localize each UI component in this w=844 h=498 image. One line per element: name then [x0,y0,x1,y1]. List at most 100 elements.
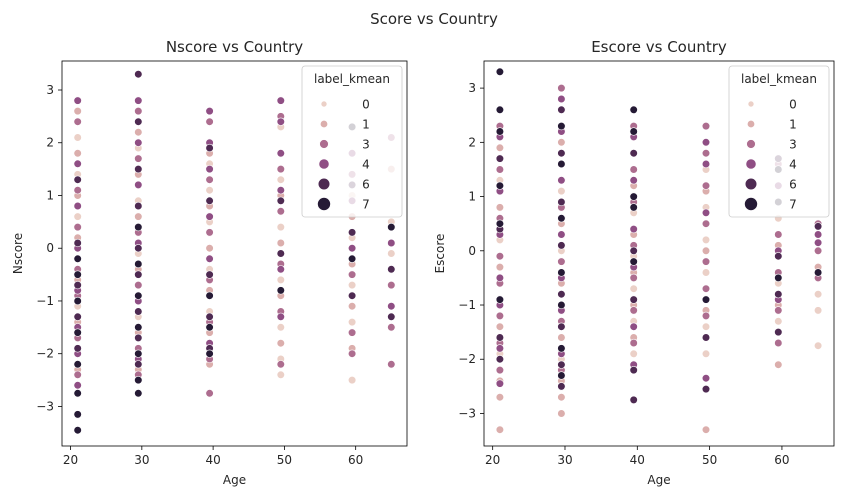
legend-marker [745,158,757,170]
data-point-label-6 [134,165,143,174]
data-point-label-1 [495,425,505,434]
data-point-label-4 [557,176,566,185]
legend-label: 1 [362,118,370,132]
data-point-label-3 [387,360,396,369]
data-point-label-4 [276,312,285,321]
data-point-label-7 [73,270,82,279]
data-point-label-4 [276,265,285,274]
data-point-label-0 [701,268,711,277]
data-point-label-3 [701,181,711,190]
data-point-label-1 [348,302,357,311]
data-point-label-7 [134,323,143,332]
data-point-label-1 [276,339,285,348]
data-point-label-4 [813,238,823,247]
data-point-label-4 [629,225,638,234]
y-tick-label: 0 [468,244,476,258]
legend-label: 7 [362,198,370,212]
data-point-label-6 [774,252,783,261]
data-point-label-7 [495,105,505,114]
data-point-label-1 [134,128,143,137]
data-point-label-0 [701,235,711,244]
data-point-label-4 [205,165,214,174]
x-tick-label: 30 [134,453,149,467]
legend-marker [747,100,755,108]
data-point-label-0 [813,341,823,350]
legend-label: 3 [789,138,797,152]
data-point-label-1 [774,360,783,369]
data-point-label-7 [134,389,143,398]
data-point-label-6 [205,143,214,153]
data-point-label-7 [557,121,566,131]
data-point-label-0 [276,275,285,285]
data-point-label-6 [73,312,82,321]
legend: label_kmean 0 1 3 4 6 7 [301,65,403,218]
data-point-label-7 [73,254,82,263]
data-point-label-3 [348,349,357,358]
data-point-label-6 [557,197,566,207]
x-tick-label: 20 [485,453,500,467]
data-point-label-1 [205,244,214,253]
data-point-label-6 [205,270,214,279]
x-tick-label: 60 [774,453,789,467]
data-point-label-4 [701,159,711,169]
data-point-label-7 [557,214,566,223]
data-point-label-4 [276,117,285,126]
data-point-label-6 [557,149,566,158]
data-point-label-7 [495,219,505,228]
x-tick-label: 50 [277,453,292,467]
data-point-label-1 [557,333,566,342]
data-point-label-4 [495,273,505,283]
data-point-label-7 [134,291,143,300]
data-point-label-4 [73,96,82,105]
data-point-label-4 [134,96,143,105]
data-point-label-3 [701,284,711,293]
data-point-label-4 [276,186,285,195]
data-point-label-3 [629,165,638,174]
data-point-label-7 [73,389,82,398]
data-point-label-7 [629,203,638,212]
data-point-label-7 [557,371,566,380]
data-point-label-7 [557,300,566,310]
data-point-label-6 [701,385,711,394]
data-point-label-6 [557,105,566,114]
legend-label: 0 [789,98,797,112]
data-point-label-4 [205,106,214,116]
data-point-label-4 [813,230,823,239]
data-point-label-3 [557,83,566,93]
data-point-label-3 [73,117,82,126]
data-point-label-1 [701,425,711,434]
data-point-label-6 [495,355,505,364]
data-point-label-7 [134,223,143,232]
data-point-label-3 [701,311,711,321]
data-point-label-0 [348,281,357,290]
data-point-label-1 [73,106,82,116]
data-point-label-6 [134,333,143,343]
legend-label: 3 [362,138,370,152]
data-point-label-6 [629,246,638,255]
scatter-points [73,70,396,435]
data-point-label-4 [134,138,143,147]
data-point-label-1 [495,263,505,272]
data-point-label-3 [813,246,823,255]
data-point-label-6 [134,201,143,211]
figure-suptitle: Score vs Country [370,10,498,28]
y-tick-label: 2 [468,135,476,149]
data-point-label-0 [73,212,82,221]
data-point-label-7 [495,127,505,136]
data-point-label-3 [557,257,566,266]
x-tick-label: 30 [557,453,572,467]
y-tick-label: 2 [46,136,54,150]
data-point-label-6 [205,196,214,205]
data-point-label-1 [557,393,566,402]
data-point-label-6 [629,366,638,375]
data-point-label-3 [73,186,82,195]
legend-marker [744,197,758,211]
data-point-label-4 [73,381,82,390]
data-point-label-3 [73,223,82,232]
data-point-label-4 [276,149,285,158]
chart-title: Nscore vs Country [166,38,303,56]
data-point-label-1 [73,149,82,158]
data-point-label-6 [134,307,143,316]
legend-marker [319,139,329,149]
